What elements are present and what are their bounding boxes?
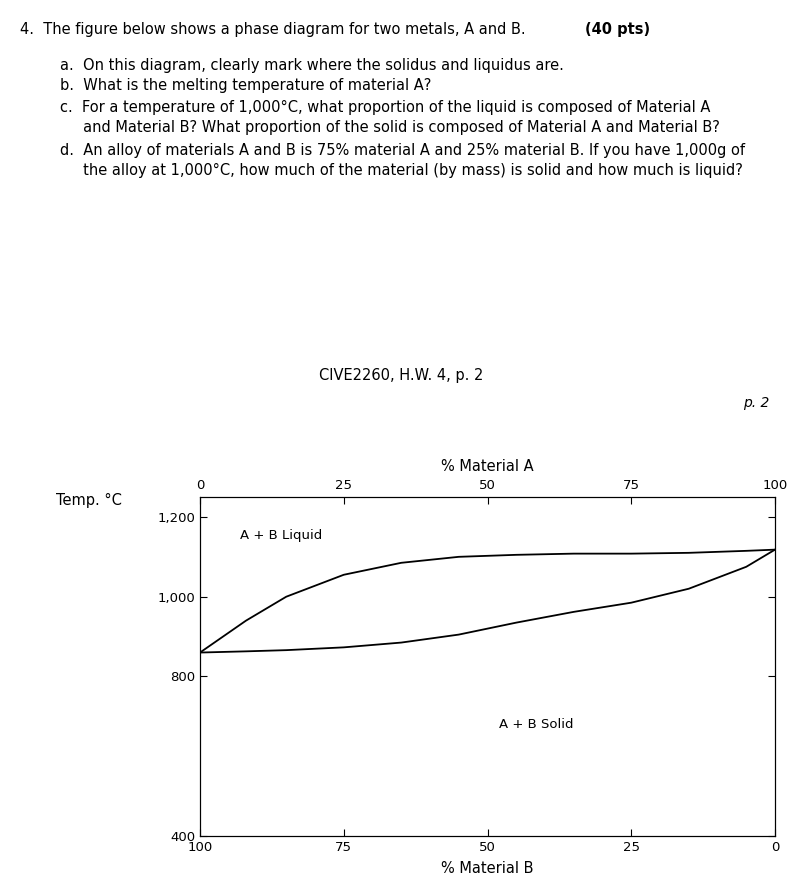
Text: p. 2: p. 2 xyxy=(743,396,770,410)
Text: c.  For a temperature of 1,000°C, what proportion of the liquid is composed of M: c. For a temperature of 1,000°C, what pr… xyxy=(60,100,711,115)
Text: 4.  The figure below shows a phase diagram for two metals, A and B.: 4. The figure below shows a phase diagra… xyxy=(20,22,535,37)
Text: Temp. °C: Temp. °C xyxy=(55,493,122,508)
Text: d.  An alloy of materials A and B is 75% material A and 25% material B. If you h: d. An alloy of materials A and B is 75% … xyxy=(60,143,745,158)
Text: b.  What is the melting temperature of material A?: b. What is the melting temperature of ma… xyxy=(60,78,431,93)
Text: A + B Liquid: A + B Liquid xyxy=(241,529,322,542)
Text: the alloy at 1,000°C, how much of the material (by mass) is solid and how much i: the alloy at 1,000°C, how much of the ma… xyxy=(60,163,743,178)
Text: and Material B? What proportion of the solid is composed of Material A and Mater: and Material B? What proportion of the s… xyxy=(60,120,720,135)
Text: CIVE2260, H.W. 4, p. 2: CIVE2260, H.W. 4, p. 2 xyxy=(319,368,483,383)
Text: A + B Solid: A + B Solid xyxy=(499,718,573,732)
X-axis label: % Material B: % Material B xyxy=(441,861,534,874)
X-axis label: % Material A: % Material A xyxy=(441,459,534,474)
Text: a.  On this diagram, clearly mark where the solidus and liquidus are.: a. On this diagram, clearly mark where t… xyxy=(60,58,564,73)
Text: (40 pts): (40 pts) xyxy=(585,22,650,37)
